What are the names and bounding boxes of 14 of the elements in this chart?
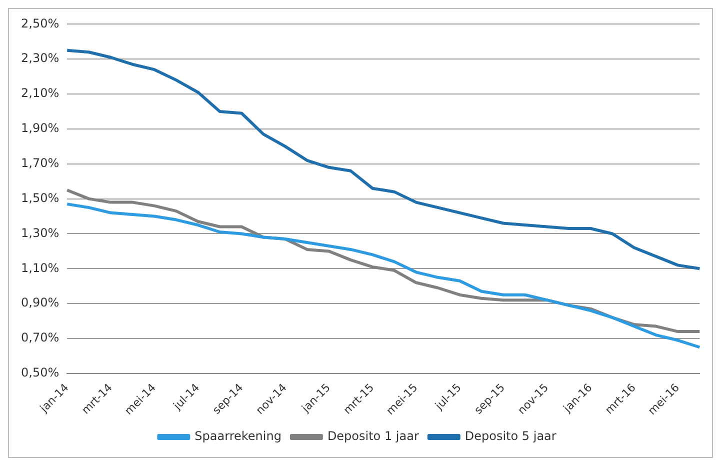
legend-label: Deposito 1 jaar xyxy=(327,429,419,444)
y-tick-label: 1,70% xyxy=(20,156,60,170)
legend-label: Deposito 5 jaar xyxy=(464,429,556,444)
y-tick-label: 1,10% xyxy=(20,260,60,275)
legend-label: Spaarrekening xyxy=(194,429,282,444)
y-tick-label: 1,50% xyxy=(20,190,60,205)
y-tick-label: 0,70% xyxy=(20,330,60,345)
y-tick-label: 1,30% xyxy=(20,226,60,240)
y-tick-label: 2,10% xyxy=(20,86,60,100)
y-tick-label: 2,30% xyxy=(20,51,60,66)
y-tick-label: 1,90% xyxy=(20,121,60,136)
y-tick-label: 0,90% xyxy=(20,296,60,310)
y-tick-label: 2,50% xyxy=(20,16,60,30)
y-tick-label: 0,50% xyxy=(20,366,60,380)
